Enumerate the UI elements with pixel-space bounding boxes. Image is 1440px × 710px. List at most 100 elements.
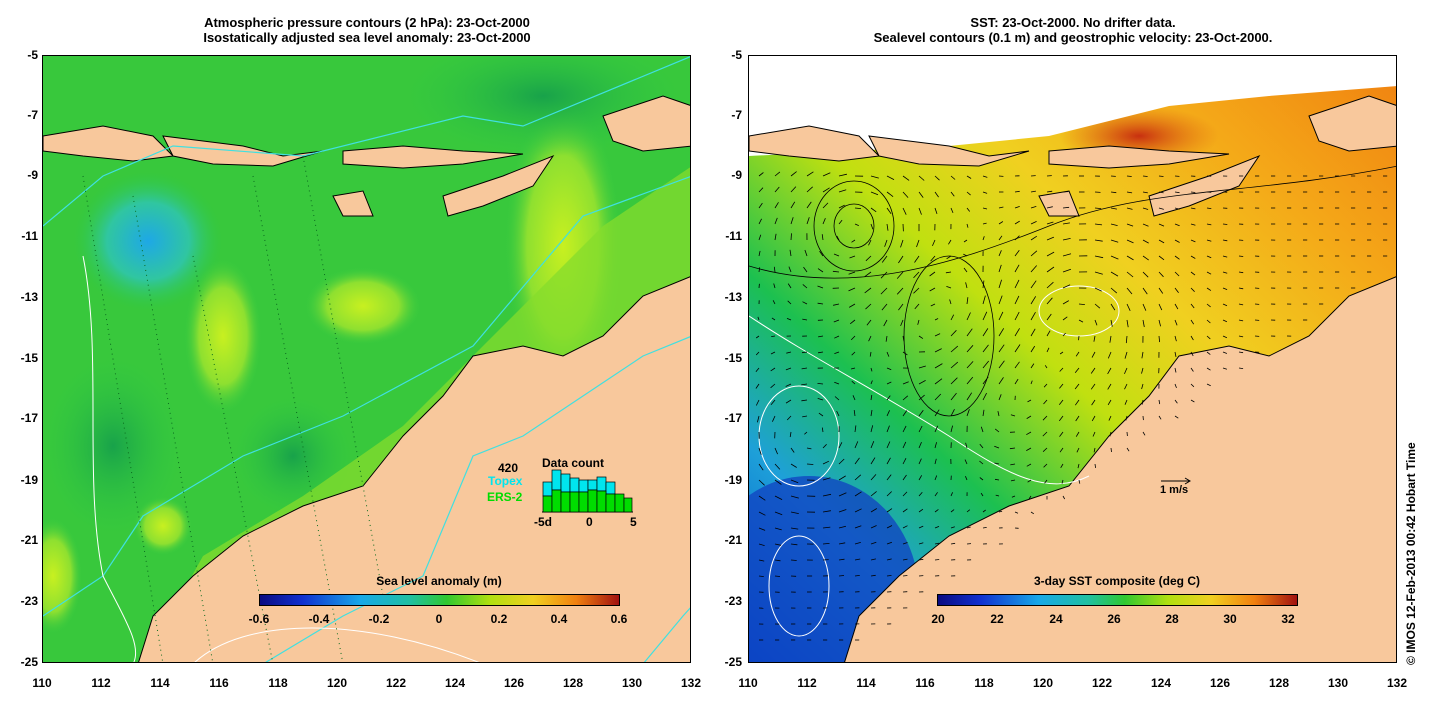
velocity-arrow (1126, 239, 1134, 244)
velocity-arrow (995, 494, 1000, 497)
velocity-arrow (1110, 239, 1119, 243)
velocity-arrow (817, 302, 824, 305)
velocity-arrow (802, 284, 808, 289)
velocity-arrow (1110, 255, 1119, 260)
velocity-arrow (804, 249, 808, 257)
right-y-tick: -7 (731, 108, 742, 122)
velocity-arrow (822, 493, 832, 497)
velocity-arrow (1094, 319, 1098, 326)
velocity-arrow (1124, 383, 1128, 390)
velocity-arrow (918, 175, 925, 181)
velocity-arrow (870, 380, 873, 385)
velocity-arrow (865, 255, 872, 262)
left-colorbar-tick: -0.4 (308, 612, 330, 626)
velocity-arrow (849, 319, 856, 325)
right-colorbar-tick: 26 (1107, 612, 1121, 626)
velocity-arrow (1110, 223, 1118, 226)
velocity-arrow (1158, 319, 1161, 327)
velocity-arrow (966, 526, 971, 529)
velocity-arrow (934, 475, 938, 481)
velocity-arrow (966, 361, 974, 369)
velocity-arrow (1046, 206, 1053, 209)
velocity-arrow (918, 335, 924, 339)
velocity-arrow (1043, 399, 1048, 405)
velocity-arrow (1074, 383, 1080, 390)
velocity-arrow (1109, 431, 1112, 437)
left-map (42, 55, 691, 663)
right-colorbar-ramp (937, 594, 1298, 606)
velocity-arrow (946, 255, 952, 260)
velocity-arrow (1222, 239, 1228, 242)
velocity-arrow (1076, 447, 1080, 453)
left-y-tick: -17 (20, 411, 38, 425)
right-colorbar-tick: 24 (1049, 612, 1063, 626)
velocity-arrow (790, 447, 795, 453)
velocity-arrow (870, 425, 874, 433)
velocity-arrow (934, 425, 939, 433)
velocity-arrow (870, 394, 873, 401)
velocity-arrow (1142, 207, 1149, 210)
velocity-arrow (772, 300, 776, 305)
velocity-arrow (966, 191, 971, 196)
velocity-arrow (1059, 447, 1064, 453)
velocity-arrow (790, 527, 799, 530)
velocity-arrow (1158, 175, 1164, 177)
right-panel-title: SST: 23-Oct-2000. No drifter data. Seale… (748, 15, 1398, 45)
velocity-arrow (1059, 367, 1064, 372)
velocity-arrow (870, 574, 876, 577)
velocity-arrow (902, 351, 908, 356)
velocity-arrow (1026, 431, 1032, 436)
velocity-arrow (1014, 264, 1020, 273)
velocity-arrow (934, 542, 940, 545)
velocity-arrow (886, 367, 892, 371)
velocity-arrow (758, 463, 764, 471)
velocity-arrow (774, 463, 781, 470)
velocity-arrow (821, 427, 824, 433)
velocity-arrow (934, 458, 937, 465)
velocity-arrow (902, 558, 908, 561)
velocity-arrow (980, 492, 984, 497)
data-count-xtick: 0 (586, 515, 593, 529)
velocity-arrow (934, 207, 938, 215)
velocity-arrow (1107, 399, 1112, 406)
velocity-arrow (818, 335, 824, 338)
velocity-arrow (757, 316, 760, 321)
velocity-arrow (802, 301, 808, 305)
velocity-arrow (950, 345, 959, 353)
velocity-arrow (1027, 479, 1032, 483)
velocity-arrow (929, 271, 936, 277)
velocity-arrow (1061, 479, 1064, 484)
velocity-arrow (1094, 207, 1102, 209)
left-colorbar-tick: -0.6 (248, 612, 270, 626)
velocity-arrow (758, 187, 764, 193)
velocity-arrow (774, 447, 778, 455)
velocity-arrow (868, 335, 872, 342)
velocity-arrow (870, 457, 876, 465)
right-x-tick: 118 (974, 676, 994, 690)
velocity-arrow (945, 271, 952, 274)
right-x-tick: 120 (1032, 676, 1054, 690)
velocity-arrow (1075, 431, 1080, 437)
velocity-arrow (790, 559, 797, 561)
velocity-arrow (998, 221, 1004, 225)
left-y-tick: -5 (27, 48, 38, 62)
velocity-arrow (930, 303, 936, 307)
velocity-arrow (950, 330, 957, 337)
velocity-arrow (774, 233, 777, 241)
velocity-arrow (1030, 511, 1035, 515)
velocity-arrow (1078, 319, 1084, 323)
velocity-arrow (771, 317, 776, 321)
velocity-arrow (854, 441, 859, 449)
velocity-arrow (758, 527, 766, 531)
velocity-arrow (1091, 415, 1096, 422)
velocity-arrow (1046, 347, 1050, 353)
velocity-arrow (838, 492, 847, 497)
velocity-arrow (902, 542, 908, 545)
velocity-arrow (1126, 191, 1133, 194)
velocity-arrow (1014, 328, 1020, 337)
velocity-arrow (918, 365, 926, 369)
velocity-arrow (870, 441, 875, 449)
velocity-arrow (870, 525, 877, 529)
velocity-arrow (1158, 271, 1164, 278)
velocity-arrow (774, 543, 782, 546)
